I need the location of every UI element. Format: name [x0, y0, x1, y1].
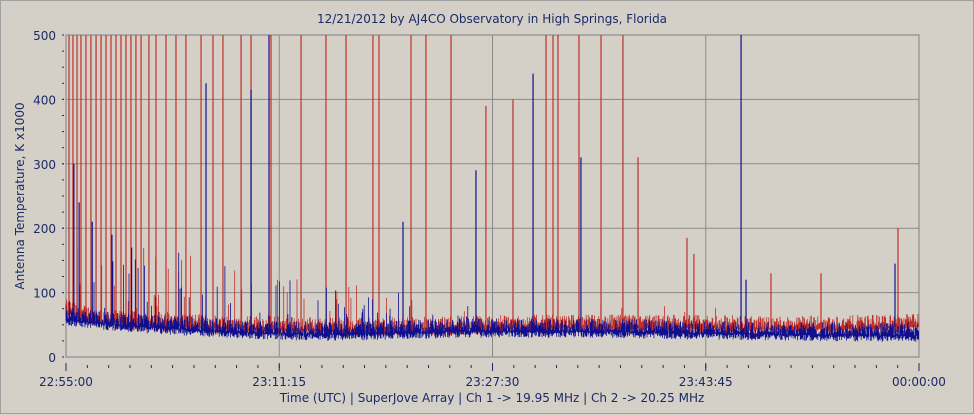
- y-tick-label: 400: [33, 93, 56, 107]
- x-tick-label: 00:00:00: [892, 375, 946, 389]
- traces: [65, 35, 919, 342]
- x-axis-label: Time (UTC) | SuperJove Array | Ch 1 -> 1…: [279, 391, 705, 405]
- y-tick-label: 100: [33, 287, 56, 301]
- grid: [66, 35, 919, 357]
- y-tick-label: 0: [48, 351, 56, 365]
- y-tick-label: 300: [33, 158, 56, 172]
- y-tick-label: 200: [33, 222, 56, 236]
- axes: 0 100 200 300 400 500 22:55:00 23:11:15 23:27:30…: [33, 29, 946, 389]
- x-tick-label: 23:27:30: [466, 375, 520, 389]
- x-tick-label: 22:55:00: [39, 375, 93, 389]
- y-tick-label: 500: [33, 29, 56, 43]
- chart-title: 12/21/2012 by AJ4CO Observatory in High …: [317, 12, 667, 26]
- x-tick-label: 23:11:15: [252, 375, 306, 389]
- series-noise-band: [65, 252, 919, 342]
- x-tick-label: 23:43:45: [679, 375, 733, 389]
- series-1: [65, 35, 919, 337]
- series-2: [65, 35, 919, 342]
- y-axis-label: Antenna Temperature, K x1000: [13, 102, 27, 289]
